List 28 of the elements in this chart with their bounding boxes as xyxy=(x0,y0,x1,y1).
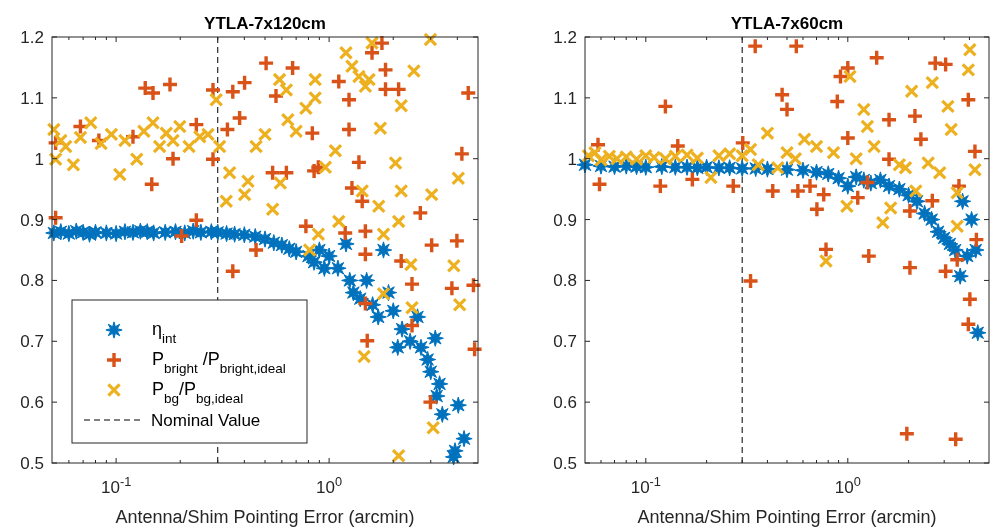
y-tick-label: 1.2 xyxy=(553,28,577,47)
y-tick-label: 0.7 xyxy=(20,332,44,352)
ref-line-label: Nominal Value xyxy=(151,411,261,430)
y-tick-label: 0.9 xyxy=(20,210,44,230)
y-tick-label: 0.9 xyxy=(553,210,577,230)
y-tick-label: 0.5 xyxy=(20,454,44,473)
x-tick-label: 10$^{0}$ xyxy=(316,473,343,497)
x-axis-title: Antenna/Shim Pointing Error (arcmin) xyxy=(115,507,415,527)
y-tick-label: 0.8 xyxy=(20,271,44,291)
x-tick-label: 10$^{-1}$ xyxy=(630,473,661,497)
y-tick-label: 0.7 xyxy=(553,332,577,352)
y-tick-label: 0.6 xyxy=(20,393,44,413)
legend-label: P$_{bg}$/P$_{bg,ideal}$ xyxy=(152,379,244,406)
y-tick-label: 0.8 xyxy=(553,271,577,291)
y-tick-label: 1 xyxy=(567,149,577,169)
x-tick-label: 10$^{-1}$ xyxy=(100,473,132,497)
y-tick-label: 1.2 xyxy=(20,28,44,47)
chart-title: YTLA-7x120cm xyxy=(204,14,326,33)
x-tick-label: 10$^{0}$ xyxy=(834,473,861,497)
legend-label: P$_{bright}$ /P$_{bright,ideal}$ xyxy=(152,349,286,376)
chart-title: YTLA-7x60cm xyxy=(730,14,844,33)
x-axis-title: Antenna/Shim Pointing Error (arcmin) xyxy=(637,507,937,527)
y-tick-label: 1.1 xyxy=(20,88,44,108)
y-tick-label: 1 xyxy=(34,149,44,169)
legend-label: η$_{int}$ xyxy=(152,319,177,346)
y-tick-label: 0.5 xyxy=(553,454,577,473)
y-tick-label: 0.6 xyxy=(553,393,577,413)
y-tick-label: 1.1 xyxy=(553,88,577,108)
